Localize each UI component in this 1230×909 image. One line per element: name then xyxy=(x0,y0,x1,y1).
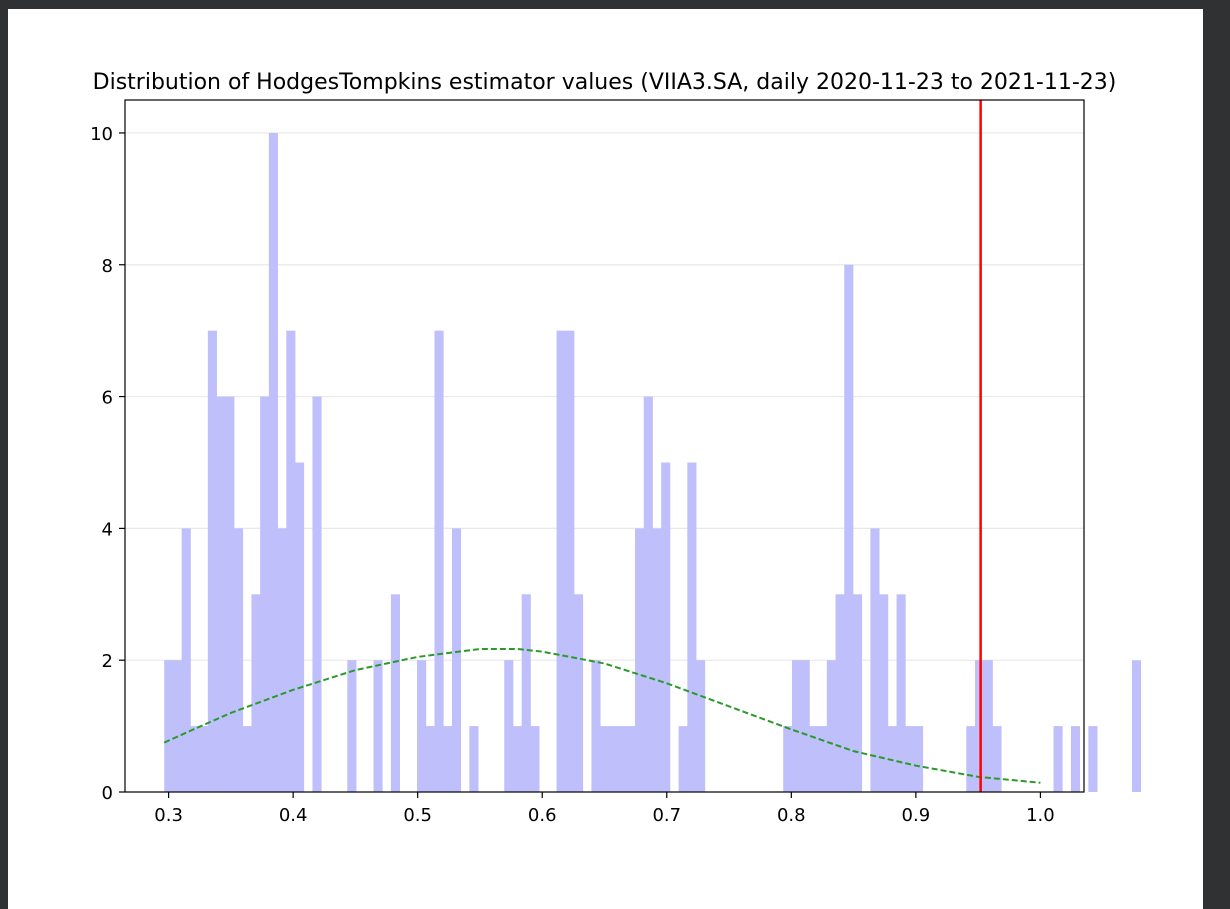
histogram-bar xyxy=(181,528,191,792)
histogram-bar xyxy=(417,660,427,792)
histogram-bar xyxy=(216,396,226,792)
histogram-bar xyxy=(791,660,802,792)
histogram-bar xyxy=(643,396,653,792)
histogram-bar xyxy=(443,726,453,792)
histogram-bar xyxy=(887,726,897,792)
histogram-bar xyxy=(635,528,645,792)
histogram-bar xyxy=(608,726,618,792)
histogram-bar xyxy=(1053,726,1063,792)
histogram-bar xyxy=(687,462,697,792)
histogram-bar xyxy=(844,264,854,792)
x-tick-label: 0.4 xyxy=(279,805,308,826)
histogram-bar xyxy=(242,726,252,792)
histogram-bar xyxy=(556,330,566,792)
histogram-bar xyxy=(600,726,610,792)
histogram-bar xyxy=(896,594,906,792)
histogram-bar xyxy=(826,660,836,792)
x-tick-label: 0.3 xyxy=(154,805,183,826)
histogram-bar xyxy=(451,528,462,792)
histogram-bar xyxy=(233,528,244,792)
histogram-bar xyxy=(696,660,706,792)
histogram-bar xyxy=(626,726,636,792)
x-tick-label: 0.9 xyxy=(902,805,931,826)
histogram-bar xyxy=(251,594,261,792)
histogram-bar xyxy=(783,726,793,792)
histogram-bar xyxy=(678,726,688,792)
histogram-bar xyxy=(992,726,1002,792)
y-tick-label: 0 xyxy=(102,783,113,804)
histogram-bar xyxy=(530,726,540,792)
histogram-bar xyxy=(800,660,810,792)
chart-title: Distribution of HodgesTompkins estimator… xyxy=(93,70,1117,95)
histogram-bar xyxy=(835,594,845,792)
x-tick-label: 0.7 xyxy=(652,805,681,826)
histogram-bar xyxy=(286,330,296,792)
histogram-bar xyxy=(268,132,278,792)
histogram-bar xyxy=(260,396,270,792)
histogram-bar xyxy=(591,660,601,792)
fit-curve xyxy=(163,647,1041,784)
histogram-bar xyxy=(983,660,993,792)
histogram-bar xyxy=(818,726,828,792)
histogram-bar xyxy=(390,594,401,792)
histogram-bar xyxy=(913,726,924,792)
histogram-bar xyxy=(1131,660,1142,792)
histogram-bar xyxy=(312,396,322,792)
histogram-bar xyxy=(434,330,444,792)
histogram-bar xyxy=(225,396,235,792)
histogram-bar xyxy=(277,528,287,792)
x-tick-label: 1.0 xyxy=(1026,805,1055,826)
chart-svg: Distribution of HodgesTompkins estimator… xyxy=(90,70,1142,826)
histogram-bar xyxy=(504,660,514,792)
histogram-bar xyxy=(1088,726,1098,792)
histogram-bar xyxy=(661,462,671,792)
histogram-bar xyxy=(565,330,575,792)
y-tick-label: 6 xyxy=(102,388,113,409)
figure: Distribution of HodgesTompkins estimator… xyxy=(8,9,1203,909)
y-tick-label: 2 xyxy=(102,651,113,672)
histogram-bar xyxy=(879,594,889,792)
histogram-bar xyxy=(905,726,915,792)
histogram-bar xyxy=(852,594,863,792)
histogram-bar xyxy=(373,660,383,792)
y-tick-label: 8 xyxy=(102,256,113,277)
x-tick-label: 0.6 xyxy=(528,805,557,826)
histogram-bar xyxy=(469,726,479,792)
axes-frame xyxy=(124,99,1085,793)
histogram-bar xyxy=(1070,726,1081,792)
histogram-bar xyxy=(164,660,174,792)
histogram-bar xyxy=(190,726,200,792)
histogram-bar xyxy=(347,660,357,792)
histogram-bar xyxy=(295,462,305,792)
histogram-bar xyxy=(573,594,584,792)
y-tick-label: 10 xyxy=(90,124,113,145)
histogram-bar xyxy=(521,594,531,792)
histogram-bar xyxy=(617,726,627,792)
histogram-bar xyxy=(652,528,662,792)
histogram-bar xyxy=(207,330,217,792)
histogram-bar xyxy=(966,726,976,792)
histogram-bar xyxy=(870,528,880,792)
y-tick-label: 4 xyxy=(102,519,113,540)
histogram-bar xyxy=(199,726,209,792)
histogram-bar xyxy=(172,660,183,792)
x-tick-label: 0.5 xyxy=(403,805,432,826)
histogram-bar xyxy=(512,726,523,792)
x-tick-label: 0.8 xyxy=(777,805,806,826)
histogram-bar xyxy=(425,726,435,792)
histogram-bar xyxy=(809,726,819,792)
